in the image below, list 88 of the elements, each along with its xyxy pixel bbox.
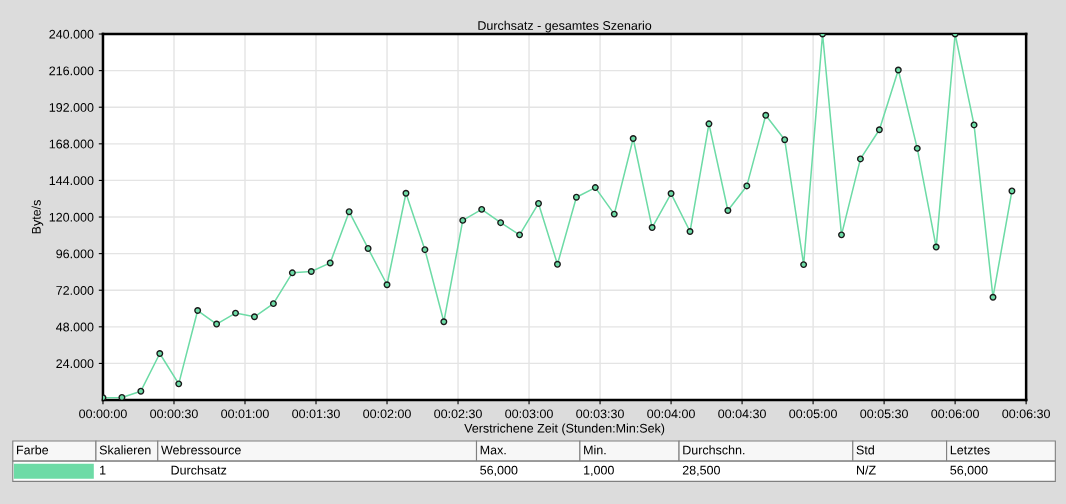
point — [989, 293, 997, 301]
x-tick-label: 00:02:30 — [434, 409, 482, 419]
text: Std — [856, 445, 874, 455]
x-tick-label: 00:05:30 — [860, 409, 908, 419]
text: Letztes — [950, 445, 990, 455]
point — [1008, 187, 1016, 195]
point — [307, 267, 315, 275]
point — [932, 243, 940, 251]
x-tick-label: 00:00:30 — [150, 409, 198, 419]
text: Skalieren — [99, 445, 151, 455]
point — [553, 260, 561, 268]
point — [402, 189, 410, 197]
point — [250, 313, 258, 321]
x-tick-label: 00:06:30 — [1002, 409, 1050, 419]
point — [383, 281, 391, 289]
point — [156, 350, 164, 357]
x-tick-label: 00:04:00 — [647, 409, 695, 419]
point — [629, 135, 637, 142]
y-tick-label: 72.000 — [56, 286, 94, 295]
point — [875, 126, 883, 134]
point — [648, 224, 656, 232]
x-tick-label: 00:03:30 — [576, 409, 624, 419]
x-axis-title: Verstrichene Zeit (Stunden:Min:Sek) — [464, 423, 665, 436]
point — [781, 136, 789, 144]
point — [894, 66, 902, 74]
point — [213, 320, 221, 328]
point — [800, 261, 808, 269]
point — [762, 111, 770, 119]
point — [137, 387, 145, 395]
x-tick-label: 00:02:00 — [363, 409, 411, 419]
point — [118, 393, 126, 401]
x-tick-label: 00:05:00 — [789, 409, 837, 419]
point — [421, 246, 429, 254]
point — [610, 210, 618, 218]
x-tick-label: 00:00:00 — [79, 409, 127, 419]
text: Max. — [480, 445, 506, 455]
x-tick-label: 00:01:30 — [292, 409, 340, 419]
point — [194, 307, 202, 314]
point — [326, 259, 334, 267]
point — [856, 155, 864, 163]
text: 28,500 — [682, 465, 720, 477]
point — [516, 231, 524, 239]
y-axis-title: Byte/s — [31, 200, 44, 234]
y-tick-label: 120.000 — [49, 212, 94, 222]
x-tick-label: 00:03:00 — [505, 409, 553, 419]
text: Durchsatz — [171, 465, 227, 475]
point — [440, 318, 448, 326]
text: N/Z — [857, 465, 876, 475]
chart-title: Durchsatz - gesamtes Szenario — [478, 20, 652, 33]
text: 1 — [100, 465, 106, 475]
point — [591, 184, 599, 192]
x-tick-label: 00:01:00 — [221, 409, 269, 419]
point — [175, 380, 183, 388]
text: 1,000 — [584, 465, 614, 477]
point — [913, 144, 921, 152]
point — [288, 269, 296, 277]
y-tick-label: 24.000 — [56, 359, 94, 369]
point — [838, 231, 845, 239]
point — [667, 190, 675, 198]
y-tick-label: 144.000 — [49, 176, 94, 186]
point — [572, 193, 580, 201]
text: 56,000 — [480, 465, 518, 477]
point — [364, 244, 372, 252]
y-tick-label: 168.000 — [49, 139, 94, 149]
text: Farbe — [17, 445, 49, 455]
point — [970, 121, 978, 129]
point — [497, 219, 505, 227]
point — [705, 120, 713, 128]
point — [232, 309, 240, 317]
y-tick-label: 96.000 — [56, 249, 94, 259]
point — [478, 205, 486, 213]
point — [724, 206, 732, 214]
point — [535, 199, 542, 207]
text: 56,000 — [950, 465, 988, 477]
x-tick-label: 00:04:30 — [718, 409, 766, 419]
y-tick-label: 240.000 — [49, 29, 94, 39]
text: Webressource — [161, 445, 241, 455]
point — [269, 300, 277, 308]
x-tick-label: 00:06:00 — [931, 409, 979, 419]
y-tick-label: 216.000 — [49, 66, 94, 76]
point — [686, 228, 694, 235]
point — [459, 216, 467, 224]
y-tick-label: 192.000 — [49, 103, 94, 112]
text: Durchschn. — [683, 445, 745, 455]
point — [743, 182, 751, 190]
y-tick-label: 48.000 — [56, 322, 94, 332]
text: Min. — [584, 445, 606, 455]
point — [345, 208, 353, 216]
